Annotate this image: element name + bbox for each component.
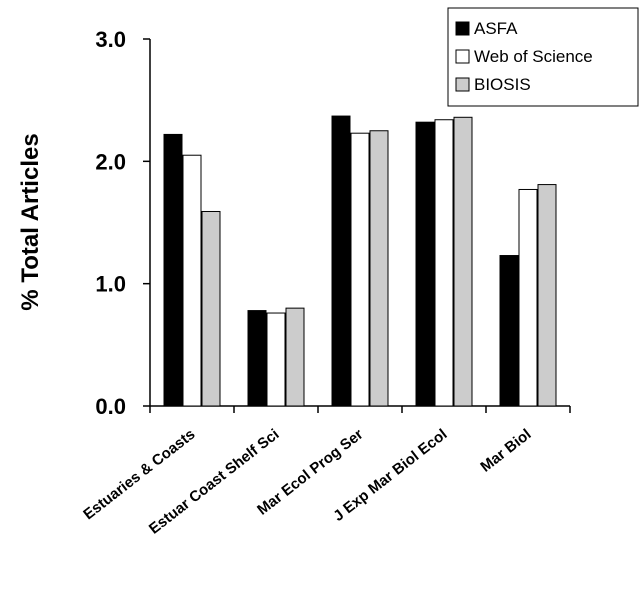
bar-web-of-science <box>518 188 538 407</box>
legend-label: ASFA <box>474 19 518 38</box>
y-tick-label: 2.0 <box>95 149 126 174</box>
legend-swatch <box>455 21 470 36</box>
bar-asfa <box>163 133 183 407</box>
x-tick-label: Mar Biol <box>477 426 534 476</box>
bar-asfa <box>247 310 267 407</box>
y-axis-label-group: % Total Articles <box>17 133 44 310</box>
y-ticks: 0.0 1.0 2.0 3.0 <box>95 27 150 419</box>
bar-web-of-science <box>350 132 370 407</box>
bar-biosis <box>453 116 473 407</box>
bar-web-of-science <box>434 119 454 407</box>
bar-asfa <box>331 115 351 407</box>
bar-web-of-science <box>266 312 286 407</box>
bar-web-of-science <box>182 154 202 407</box>
legend: ASFA Web of Science BIOSIS <box>447 7 639 107</box>
y-tick-label: 1.0 <box>95 272 126 297</box>
bar-biosis <box>369 130 389 407</box>
legend-box <box>447 7 639 107</box>
bar-asfa <box>415 121 435 407</box>
y-tick-label: 0.0 <box>95 394 126 419</box>
bar-asfa <box>499 255 519 407</box>
bar-biosis <box>537 184 557 407</box>
y-tick-label: 3.0 <box>95 27 126 52</box>
bar-biosis <box>201 210 221 407</box>
bar-biosis <box>285 307 305 407</box>
legend-label: BIOSIS <box>474 75 531 94</box>
legend-swatch <box>455 49 470 64</box>
legend-swatch <box>455 77 470 92</box>
bars <box>163 115 557 407</box>
legend-label: Web of Science <box>474 47 593 66</box>
y-axis-label: % Total Articles <box>17 133 44 310</box>
